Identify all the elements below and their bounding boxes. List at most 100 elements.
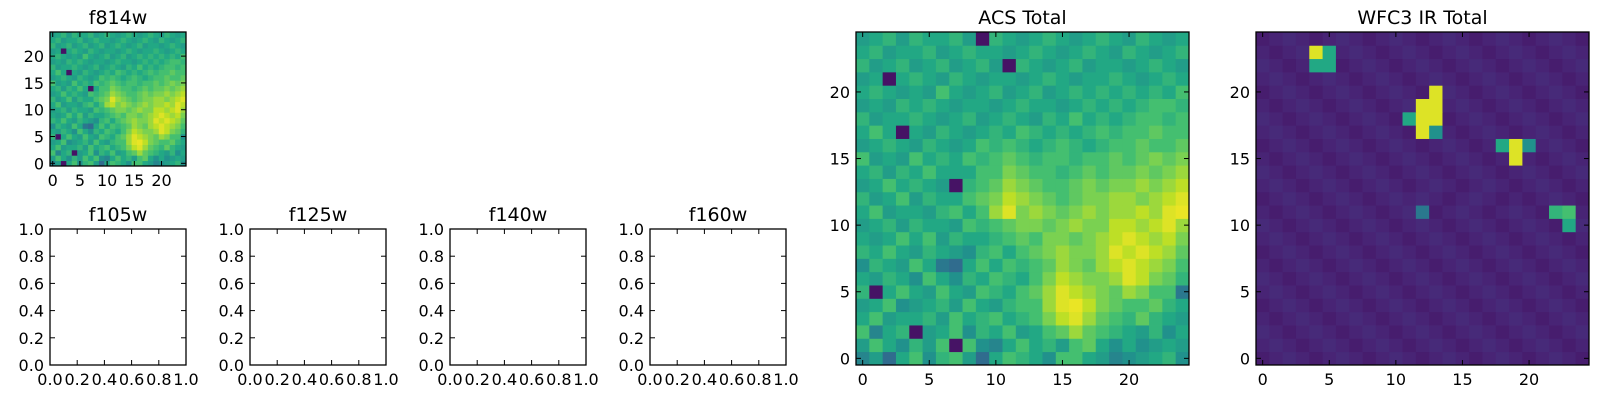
heatmap-cell	[1455, 58, 1470, 73]
heatmap-cell	[82, 96, 89, 103]
heatmap-cell	[1402, 125, 1417, 139]
heatmap-cell	[169, 133, 176, 140]
heatmap-cell	[895, 351, 910, 366]
heatmap-cell	[922, 138, 937, 153]
heatmap-cell	[869, 205, 884, 219]
heatmap-cell	[98, 144, 105, 151]
heatmap-cell	[88, 80, 94, 86]
heatmap-cell	[1015, 271, 1030, 286]
heatmap-cell	[1055, 85, 1070, 99]
heatmap-cell	[1109, 58, 1123, 73]
heatmap-cell	[1069, 111, 1083, 126]
heatmap-cell	[989, 285, 1003, 299]
heatmap-cell	[1282, 165, 1297, 179]
heatmap-cell	[104, 48, 111, 54]
x-tick-label: 10	[986, 370, 1006, 389]
heatmap-cell	[1429, 58, 1443, 73]
heatmap-cell	[1535, 138, 1550, 153]
heatmap-cell	[158, 37, 165, 44]
heatmap-cell	[1122, 71, 1137, 86]
heatmap-cell	[1122, 338, 1137, 353]
heatmap-cell	[1402, 98, 1417, 113]
heatmap-cell	[55, 53, 62, 60]
heatmap-cell	[1362, 271, 1377, 286]
heatmap-cell	[1015, 98, 1030, 113]
heatmap-cell	[1562, 111, 1577, 126]
heatmap-cell	[175, 74, 181, 81]
heatmap-cell	[71, 85, 78, 92]
heatmap-cell	[158, 80, 165, 86]
heatmap-cell	[1149, 165, 1163, 179]
heatmap-cell	[131, 128, 138, 135]
heatmap-cell	[1429, 325, 1443, 339]
heatmap-cell	[882, 245, 897, 259]
heatmap-cell	[895, 258, 910, 273]
axes-frame	[49, 31, 187, 167]
heatmap-cell	[1109, 258, 1123, 273]
heatmap-cell	[1562, 45, 1577, 60]
heatmap-cell	[164, 160, 171, 167]
heatmap-cell	[1175, 125, 1190, 139]
heatmap-cell	[93, 90, 100, 97]
heatmap-cell	[882, 125, 897, 139]
heatmap-cell	[1389, 271, 1403, 286]
heatmap-cell	[1375, 351, 1390, 366]
heatmap-cell	[158, 128, 165, 135]
heatmap-cell	[1562, 165, 1577, 179]
heatmap-cell	[1535, 245, 1550, 259]
heatmap-cell	[1335, 58, 1350, 73]
heatmap-cell	[137, 64, 143, 70]
heatmap-cell	[131, 37, 138, 44]
heatmap-cell	[115, 48, 122, 54]
heatmap-cell	[1482, 298, 1497, 313]
heatmap-cell	[88, 32, 94, 38]
heatmap-cell	[949, 245, 963, 259]
heatmap-cell	[1442, 351, 1457, 366]
heatmap-cell	[164, 144, 171, 151]
heatmap-cell	[66, 155, 73, 162]
heatmap-cell	[1015, 205, 1030, 219]
heatmap-cell	[1322, 178, 1337, 193]
heatmap-cell	[115, 90, 122, 97]
heatmap-cell	[137, 53, 143, 60]
heatmap-cell	[1029, 138, 1043, 153]
heatmap-cell	[77, 48, 84, 54]
heatmap-cell	[1349, 311, 1363, 326]
heatmap-cell	[50, 64, 56, 70]
heatmap-cell	[1389, 258, 1403, 273]
heatmap-cell	[1535, 178, 1550, 193]
heatmap-cell	[131, 80, 138, 86]
heatmap-cell	[1069, 298, 1083, 313]
heatmap-cell	[147, 74, 154, 81]
heatmap-cell	[77, 112, 84, 119]
heatmap-cell	[1495, 191, 1510, 206]
heatmap-cell	[1256, 311, 1270, 326]
heatmap-cell	[158, 90, 165, 97]
heatmap-cell	[1402, 271, 1417, 286]
heatmap-cell	[60, 139, 67, 145]
y-tick-label: 0.0	[219, 356, 244, 375]
heatmap-cell	[1322, 71, 1337, 86]
heatmap-cell	[93, 107, 100, 113]
heatmap-cell	[115, 144, 122, 151]
heatmap-cell	[1029, 165, 1043, 179]
heatmap-cell	[175, 149, 181, 156]
heatmap-cell	[71, 117, 78, 124]
heatmap-cell	[1375, 151, 1390, 166]
heatmap-cell	[169, 85, 176, 92]
heatmap-cell	[935, 231, 950, 246]
heatmap-cell	[1095, 298, 1110, 313]
heatmap-cell	[1162, 298, 1177, 313]
heatmap-cell	[71, 155, 78, 162]
heatmap-cell	[975, 245, 990, 259]
heatmap-cell	[1522, 231, 1537, 246]
heatmap-cell	[55, 139, 62, 145]
heatmap-cell	[935, 138, 950, 153]
heatmap-cell	[895, 231, 910, 246]
heatmap-cell	[1309, 325, 1323, 339]
heatmap-cell	[1149, 218, 1163, 233]
heatmap-cell	[935, 205, 950, 219]
heatmap-cell	[1295, 298, 1310, 313]
heatmap-cell	[869, 125, 884, 139]
